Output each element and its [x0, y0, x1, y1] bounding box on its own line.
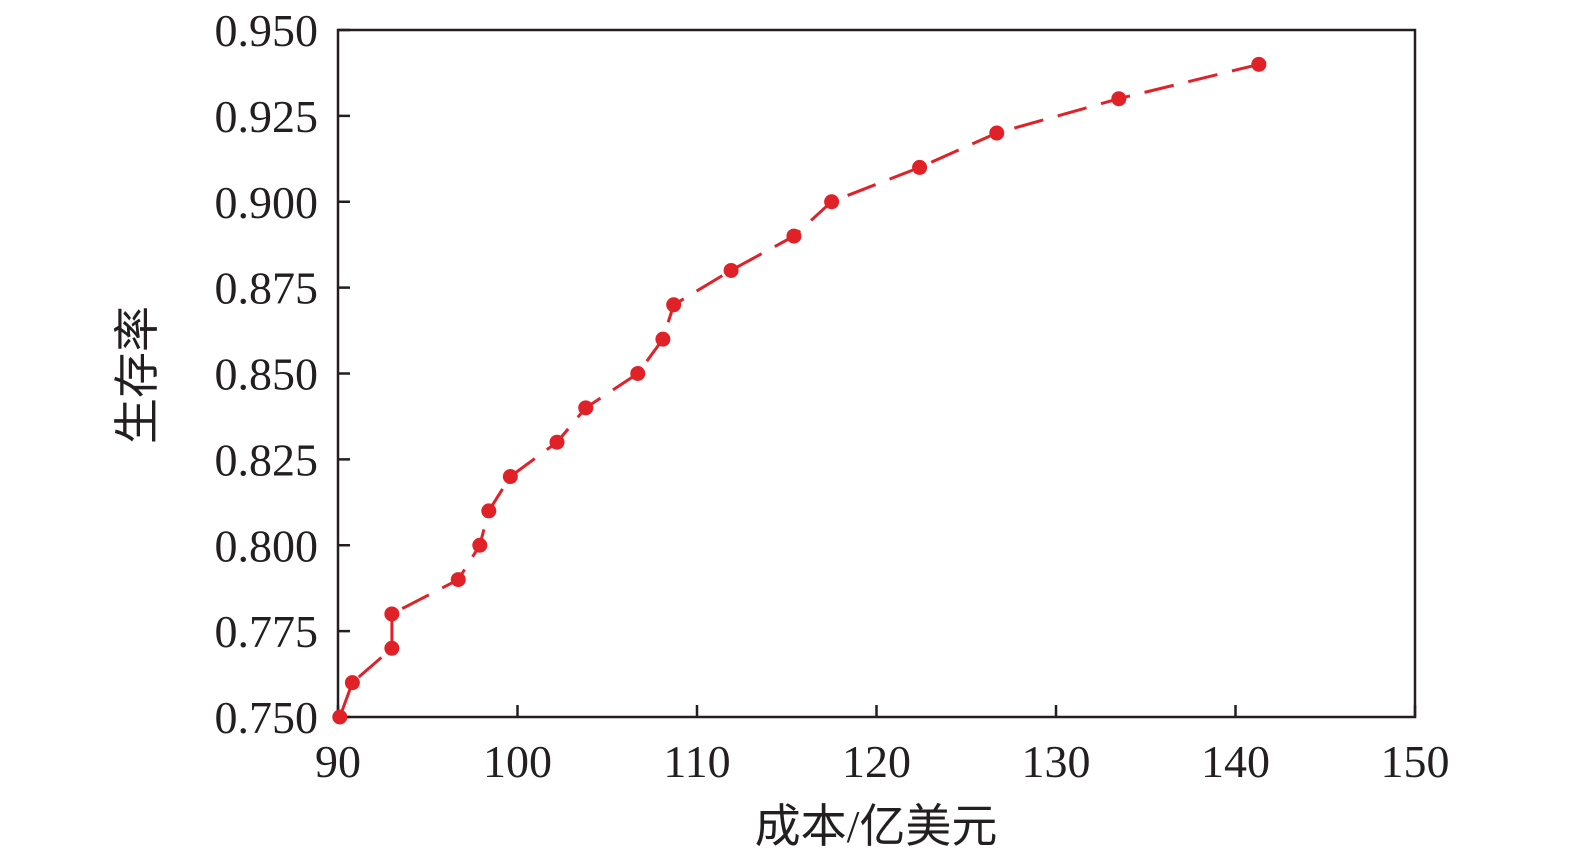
plot-frame-group: [336, 28, 1417, 719]
y-tick-label: 0.825: [215, 434, 319, 485]
data-point: [1111, 91, 1127, 107]
data-point: [332, 709, 348, 725]
y-tick-label: 0.950: [215, 5, 319, 56]
series-group: [332, 56, 1267, 725]
y-axis-ticks: 0.750 0.775 0.800 0.825 0.850 0.875 0.900 0.925…: [215, 5, 350, 743]
data-point: [786, 228, 802, 244]
x-axis-label: 成本/亿美元: [755, 801, 998, 852]
y-tick-label: 0.875: [215, 263, 319, 314]
y-tick-label: 0.850: [215, 349, 319, 400]
data-point: [450, 572, 466, 588]
y-tick-label: 0.750: [215, 692, 319, 743]
data-point: [666, 297, 682, 313]
x-tick-label: 110: [663, 736, 730, 787]
data-point: [384, 606, 400, 622]
x-tick-label: 120: [842, 736, 911, 787]
x-tick-label: 100: [483, 736, 552, 787]
data-point: [912, 159, 928, 175]
data-point: [472, 537, 488, 553]
data-point: [344, 675, 360, 691]
x-axis-ticks: 90 100 110 120 130 140 150: [315, 705, 1450, 787]
series-line: [338, 62, 1260, 718]
x-tick-label: 130: [1022, 736, 1091, 787]
x-tick-label: 90: [315, 736, 361, 787]
data-point: [578, 400, 594, 416]
data-point: [824, 194, 840, 210]
y-tick-label: 0.800: [215, 520, 319, 571]
y-tick-label: 0.925: [215, 91, 319, 142]
data-point: [384, 640, 400, 656]
data-point: [1251, 56, 1267, 72]
y-tick-label: 0.900: [215, 177, 319, 228]
data-point: [549, 434, 565, 450]
x-tick-label: 140: [1201, 736, 1270, 787]
x-tick-label: 150: [1381, 736, 1450, 787]
data-point: [655, 331, 671, 347]
data-point: [481, 503, 497, 519]
y-axis-label: 生存率: [112, 306, 163, 444]
data-point: [989, 125, 1005, 141]
data-point: [502, 469, 518, 485]
data-point: [630, 366, 646, 381]
y-tick-label: 0.775: [215, 606, 319, 657]
data-point: [723, 262, 739, 278]
plot-frame: [336, 28, 1417, 719]
